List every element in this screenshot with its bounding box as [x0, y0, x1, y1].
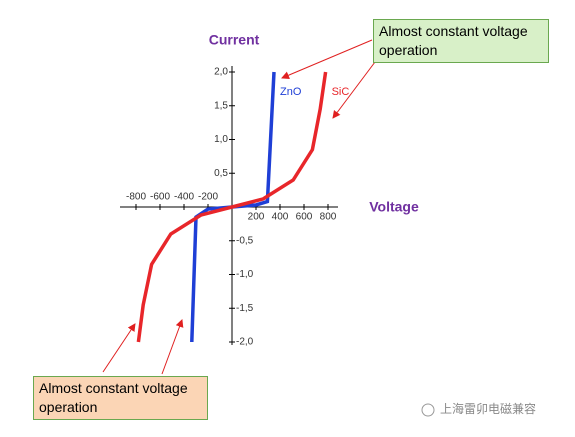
x-tick-label: 200: [248, 212, 265, 223]
arrows: [102, 39, 379, 375]
x-tick-label: 400: [272, 212, 289, 223]
x-tick-label: 600: [296, 212, 313, 223]
y-tick-label: -1,5: [236, 303, 254, 314]
y-tick-label: 2,0: [214, 67, 228, 78]
y-tick-label: 0,5: [214, 168, 228, 179]
y-tick-label: -1,0: [236, 269, 254, 280]
x-tick-label: -200: [198, 192, 218, 203]
watermark: 上海雷卯电磁兼容: [440, 401, 536, 416]
y-tick-label: 1,5: [214, 100, 228, 111]
x-tick-label: -400: [174, 192, 194, 203]
x-tick-label: 800: [320, 212, 337, 223]
x-tick-label: -800: [126, 192, 146, 203]
y-tick-label: -0,5: [236, 235, 254, 246]
legend-label: ZnO: [280, 86, 302, 98]
annotation: Almost constant voltage operation: [33, 376, 208, 420]
x-tick-label: -600: [150, 192, 170, 203]
annotation: Almost constant voltage operation: [373, 19, 549, 63]
y-tick-label: 1,0: [214, 134, 228, 145]
watermark-icon: [421, 403, 435, 417]
y-tick-label: -2,0: [236, 337, 254, 348]
x-axis-title: Voltage: [369, 199, 419, 215]
y-axis-title: Current: [209, 32, 260, 48]
series-line: [136, 71, 328, 343]
legend-label: SiC: [332, 86, 350, 98]
